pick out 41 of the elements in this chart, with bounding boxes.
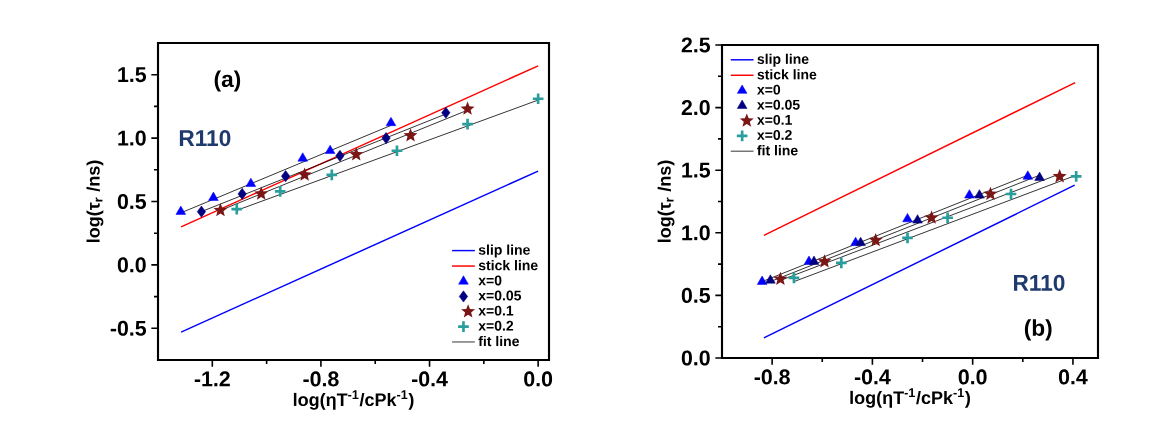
y-tick-label: 1.0 [682, 225, 710, 241]
annotation: (a) [214, 70, 241, 92]
x-axis-title: log(ηT$^{-1}$/cPk$^{-1}$) [293, 390, 414, 410]
y-tick-label: 1.5 [118, 67, 147, 83]
legend-label: x=0.1 [478, 305, 514, 316]
annotation: R110 [1013, 274, 1065, 291]
x-tick-label: -0.8 [754, 369, 790, 385]
legend-label: x=0 [757, 84, 781, 95]
y-tick-label: 2.5 [681, 37, 711, 53]
y-tick-label: -0.5 [110, 320, 147, 336]
legend-label: fit line [478, 335, 519, 347]
y-tick-label: 1.0 [118, 130, 146, 146]
legend-label: x=0.05 [757, 99, 800, 110]
legend-label: stick line [478, 259, 538, 271]
legend-label: fit line [757, 145, 798, 156]
y-tick-label: 0.0 [681, 350, 710, 366]
x-tick-label: -0.4 [411, 371, 448, 387]
x-tick-label: 0.4 [1058, 369, 1088, 385]
x-axis-title: log(ηT$^{-1}$/cPk$^{-1}$) [850, 388, 970, 408]
legend-label: slip line [757, 53, 809, 67]
legend-label: x=0.2 [757, 130, 792, 140]
x-tick-label: -0.4 [854, 369, 891, 385]
y-tick-label: 2.0 [681, 100, 710, 116]
x-tick-label: -1.2 [194, 371, 230, 387]
x-tick-label: -0.8 [303, 371, 339, 387]
x-tick-label: 0.0 [524, 371, 553, 387]
annotation: R110 [179, 130, 231, 147]
y-tick-label: 0.5 [681, 287, 711, 303]
y-tick-label: 0.0 [117, 257, 146, 273]
legend-label: slip line [478, 244, 530, 258]
legend-label: x=0.05 [478, 290, 522, 301]
legend-label: x=0.2 [478, 320, 514, 331]
legend-label: stick line [757, 69, 817, 80]
legend-label: x=0 [478, 275, 502, 286]
y-tick-label: 0.5 [117, 193, 147, 210]
y-axis-title: log(τ$_{r}$ /ns) [657, 160, 675, 243]
x-tick-label: 0.0 [958, 369, 987, 385]
annotation: (b) [1024, 319, 1052, 341]
legend-label: x=0.1 [757, 114, 792, 125]
y-tick-label: 1.5 [682, 162, 711, 178]
y-axis-title: log(τ$_{r}$ /ns) [86, 160, 104, 243]
